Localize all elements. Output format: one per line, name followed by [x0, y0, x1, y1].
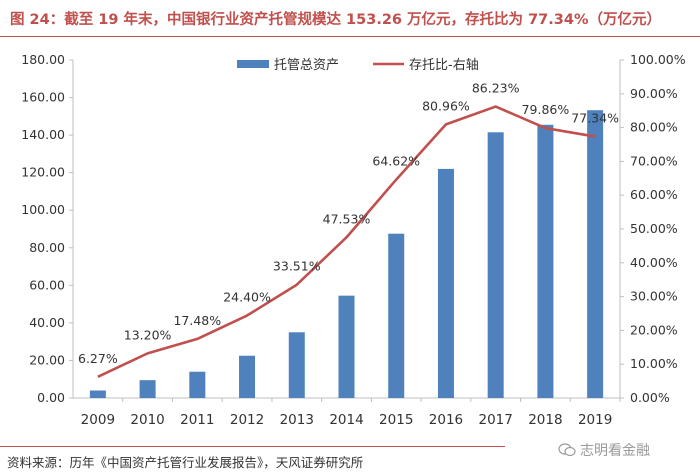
x-tick-label: 2011	[180, 412, 214, 428]
legend-bar-label: 托管总资产	[274, 58, 339, 73]
data-label-2018: 79.86%	[522, 102, 570, 117]
title-divider	[0, 36, 700, 37]
wechat-icon	[558, 443, 576, 457]
bar-2015	[388, 233, 405, 398]
y-left-tick-label: 160.00	[21, 90, 65, 105]
x-tick-label: 2016	[429, 412, 463, 428]
data-label-2019: 77.34%	[571, 111, 619, 126]
data-label-2014: 47.53%	[323, 211, 371, 226]
watermark-text: 志明看金融	[580, 443, 650, 459]
y-left-tick-label: 60.00	[29, 277, 65, 292]
y-right-tick-label: 0.00%	[630, 390, 670, 405]
bar-2009	[89, 390, 106, 398]
y-left-tick-label: 40.00	[29, 315, 65, 330]
y-right-tick-label: 40.00%	[630, 255, 678, 270]
bar-2010	[139, 380, 156, 398]
data-label-2013: 33.51%	[273, 259, 321, 274]
x-tick-label: 2017	[479, 412, 513, 428]
bar-2012	[239, 355, 256, 398]
figure-title: 图 24：截至 19 年末，中国银行业资产托管规模达 153.26 万亿元，存托…	[10, 12, 661, 28]
y-right-tick-label: 30.00%	[630, 289, 678, 304]
data-label-2009: 6.27%	[78, 351, 118, 366]
data-label-2011: 17.48%	[173, 313, 221, 328]
y-right-tick-label: 100.00%	[630, 52, 686, 67]
y-left-tick-label: 140.00	[21, 127, 65, 142]
x-tick-label: 2015	[379, 412, 413, 428]
y-left-tick-label: 20.00	[29, 352, 65, 367]
bar-2011	[189, 371, 206, 398]
bar-2016	[437, 168, 454, 398]
source-divider	[0, 446, 505, 447]
y-right-tick-label: 80.00%	[630, 120, 678, 135]
data-label-2017: 86.23%	[472, 81, 520, 96]
y-right-tick-label: 60.00%	[630, 187, 678, 202]
data-label-2015: 64.62%	[372, 154, 420, 169]
legend-bar-swatch	[237, 60, 269, 68]
y-right-tick-label: 20.00%	[630, 322, 678, 337]
y-left-tick-label: 0.00	[37, 390, 65, 405]
data-label-2012: 24.40%	[223, 290, 271, 305]
bar-2019	[587, 110, 604, 398]
x-tick-label: 2009	[81, 412, 115, 428]
y-left-tick-label: 100.00	[21, 202, 65, 217]
watermark: 志明看金融	[558, 440, 650, 460]
data-label-2010: 13.20%	[124, 327, 172, 342]
x-tick-label: 2018	[528, 412, 562, 428]
y-left-tick-label: 80.00	[29, 240, 65, 255]
legend-line-label: 存托比-右轴	[409, 58, 479, 73]
bar-2017	[487, 132, 504, 398]
bar-2018	[537, 124, 554, 399]
y-right-tick-label: 50.00%	[630, 221, 678, 236]
x-tick-label: 2012	[230, 412, 264, 428]
y-left-tick-label: 180.00	[21, 52, 65, 67]
bar-2013	[288, 332, 305, 398]
source-note: 资料来源：历年《中国资产托管行业发展报告》，天风证券研究所	[7, 455, 364, 470]
y-right-tick-label: 10.00%	[630, 356, 678, 371]
y-right-tick-label: 70.00%	[630, 153, 678, 168]
x-tick-label: 2013	[280, 412, 314, 428]
data-label-2016: 80.96%	[422, 98, 470, 113]
y-right-tick-label: 90.00%	[630, 86, 678, 101]
x-tick-label: 2014	[329, 412, 363, 428]
line-series-deposit-ratio	[97, 105, 596, 378]
y-left-tick-label: 120.00	[21, 165, 65, 180]
x-tick-label: 2010	[130, 412, 164, 428]
x-tick-label: 2019	[578, 412, 612, 428]
bar-2014	[338, 295, 355, 398]
combo-chart: 0.00 20.00 40.00 60.00 80.00 100.00 120.00 140.…	[21, 52, 686, 428]
